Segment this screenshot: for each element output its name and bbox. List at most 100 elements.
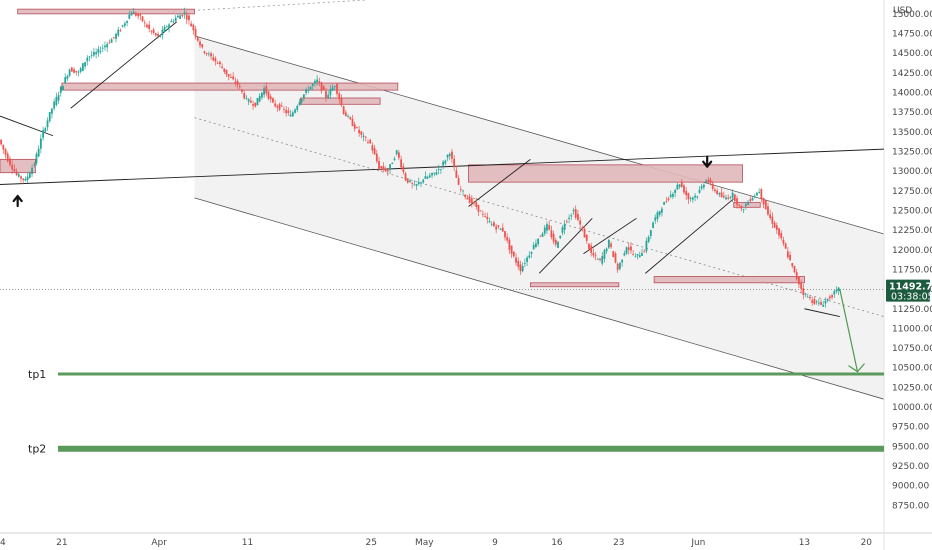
- candle-body: [448, 153, 451, 157]
- candle-body: [411, 183, 414, 184]
- candle-body: [420, 182, 422, 184]
- candle-body: [504, 231, 506, 238]
- candle-body: [194, 29, 197, 37]
- candle-body: [627, 247, 630, 250]
- arrow-up-0: [12, 194, 23, 208]
- candle-body: [305, 89, 307, 93]
- candle-body: [612, 251, 615, 258]
- candle-body: [753, 195, 756, 197]
- candle-body: [157, 33, 159, 37]
- candle-body: [764, 200, 767, 210]
- candle-body: [581, 227, 584, 229]
- candle-body: [373, 148, 376, 155]
- candle-body: [621, 259, 624, 263]
- x-tick-label: May: [415, 538, 434, 548]
- candle-body: [800, 282, 803, 289]
- x-tick-label: 9: [492, 538, 498, 548]
- y-tick-label: 13750.00: [892, 108, 932, 118]
- channel-lower-line: [194, 197, 885, 400]
- candle-body: [614, 253, 617, 263]
- candle-body: [479, 210, 482, 212]
- candle-body: [486, 216, 489, 220]
- candle-body: [4, 149, 7, 155]
- candle-body: [26, 176, 29, 181]
- candle-body: [632, 253, 635, 255]
- candle-body: [413, 184, 416, 186]
- candle-body: [464, 194, 467, 198]
- candle-body: [601, 256, 604, 264]
- candle-body: [727, 197, 730, 199]
- candle-body: [338, 93, 341, 100]
- candle-body: [521, 266, 524, 272]
- candle-body: [137, 13, 140, 17]
- candle-body: [285, 109, 288, 114]
- candle-body: [466, 198, 469, 200]
- candle-body: [183, 12, 186, 15]
- x-tick-label: Jun: [690, 538, 705, 548]
- candle-body: [431, 172, 433, 176]
- candle-body: [93, 51, 95, 56]
- x-tick-label: 14: [0, 538, 6, 548]
- candle-body: [369, 139, 372, 144]
- trendlines-layer: [0, 21, 885, 318]
- candle-body: [64, 77, 67, 84]
- candle-body: [473, 202, 475, 204]
- candle-body: [493, 222, 495, 227]
- candle-body: [358, 129, 361, 134]
- candle-body: [634, 256, 637, 258]
- zones-layer: [0, 8, 805, 288]
- candle-body: [212, 57, 215, 61]
- candle-body: [669, 194, 672, 197]
- candle-body: [371, 145, 374, 151]
- candle-body: [252, 104, 254, 106]
- candle-body: [298, 102, 301, 106]
- x-tick-label: 11: [242, 538, 253, 548]
- candle-body: [700, 186, 703, 189]
- candle-body: [462, 190, 464, 192]
- zone-7: [733, 202, 761, 208]
- candle-body: [132, 11, 135, 14]
- candle-body: [789, 254, 791, 261]
- candle-body: [705, 180, 707, 183]
- candle-body: [110, 39, 113, 43]
- candle-body: [654, 217, 657, 221]
- candle-body: [798, 276, 800, 285]
- y-tick-label: 10250.00: [892, 383, 932, 393]
- candle-body: [249, 100, 252, 103]
- candle-body: [347, 115, 349, 117]
- targets-layer: tp1 tp2: [28, 368, 884, 456]
- candle-body: [780, 233, 783, 239]
- candle-body: [291, 112, 294, 117]
- candle-body: [327, 94, 330, 99]
- candle-body: [59, 86, 62, 93]
- axis-layer: USD 15000.00 14750.00 14500.00 14250.00 1400…: [0, 6, 932, 548]
- y-tick-label: 14000.00: [892, 89, 932, 99]
- candle-body: [294, 109, 296, 113]
- candle-body: [185, 14, 188, 20]
- candle-body: [367, 141, 369, 143]
- candle-body: [778, 228, 780, 236]
- candle-body: [39, 138, 42, 149]
- candle-body: [519, 264, 522, 272]
- y-tick-label: 12250.00: [892, 226, 932, 236]
- channel-fill: [194, 35, 884, 400]
- candle-body: [641, 253, 643, 256]
- candle-body: [475, 202, 478, 207]
- candle-body: [258, 96, 261, 102]
- last-price-value: 11492.75: [889, 282, 932, 293]
- trendline-5: [583, 217, 637, 255]
- candle-body: [274, 103, 277, 107]
- candle-body: [696, 196, 699, 198]
- candle-body: [400, 159, 403, 168]
- candle-body: [227, 74, 230, 77]
- candle-body: [749, 199, 752, 201]
- candle-body: [168, 24, 170, 28]
- candle-body: [530, 252, 533, 254]
- candle-body: [48, 111, 51, 122]
- candle-body: [406, 178, 409, 183]
- candle-body: [422, 179, 425, 183]
- candle-body: [214, 58, 217, 62]
- candle-body: [574, 209, 577, 218]
- candle-body: [499, 228, 502, 230]
